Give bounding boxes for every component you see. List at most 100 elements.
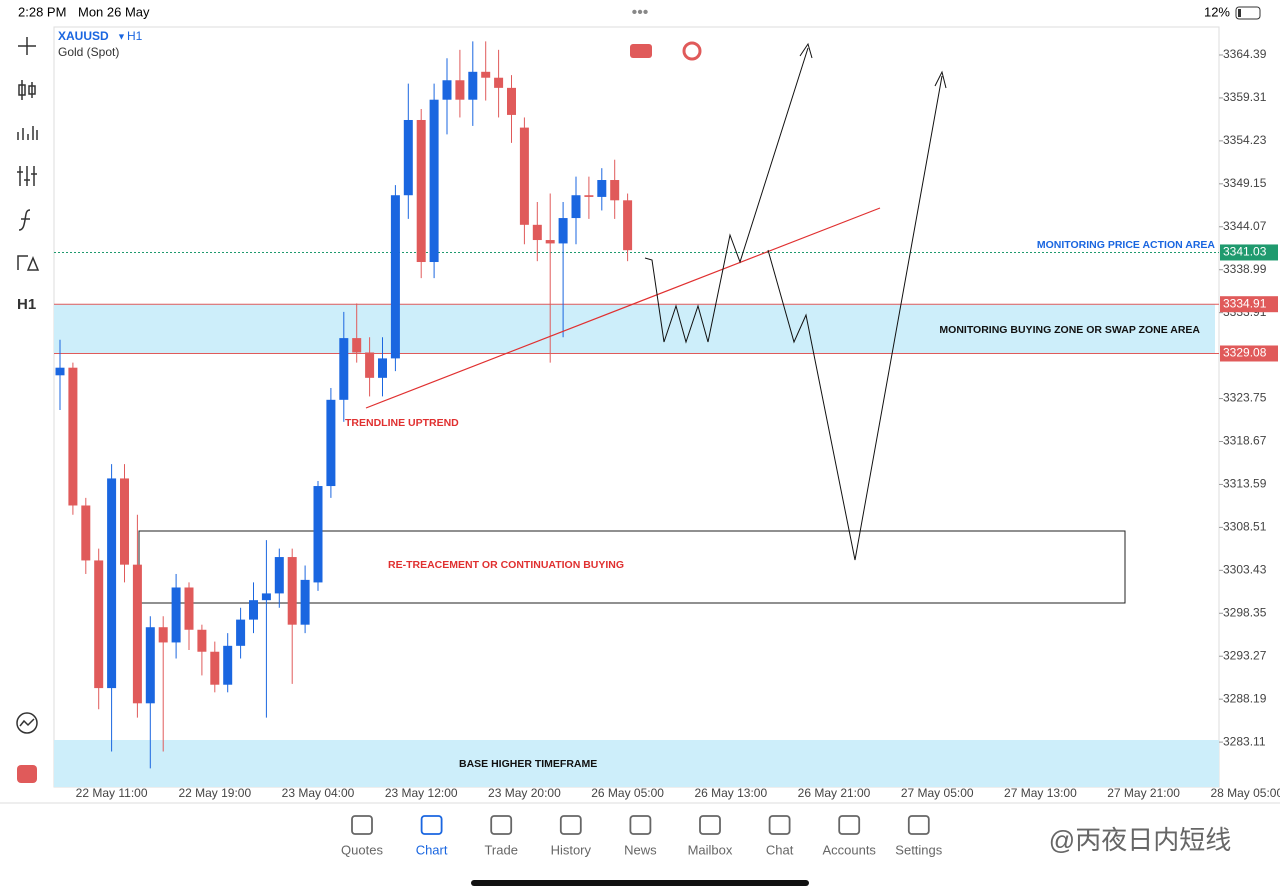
settings-tool[interactable]	[17, 166, 37, 186]
level-label: 3341.03	[1223, 245, 1267, 259]
y-tick-label: 3303.43	[1223, 563, 1267, 577]
level-badge	[1220, 244, 1278, 261]
y-tick-label: 3359.31	[1223, 90, 1267, 104]
candle-body	[236, 619, 246, 646]
candle-body	[416, 119, 426, 263]
candle-body	[171, 587, 181, 643]
y-tick-label: 3298.35	[1223, 605, 1267, 619]
tab-label[interactable]: Chat	[766, 842, 794, 857]
candle-body	[300, 579, 310, 625]
arrowhead-2	[934, 70, 947, 89]
trade-icon[interactable]	[630, 44, 652, 58]
y-tick-label: 3318.67	[1223, 434, 1267, 448]
candles-tool[interactable]	[18, 80, 36, 100]
multitask-dots[interactable]: •••	[632, 4, 649, 21]
watermark: @丙夜日内短线	[1049, 825, 1231, 855]
candle-body	[94, 560, 104, 689]
candle-body	[223, 645, 233, 685]
y-tick-label: 3349.15	[1223, 176, 1267, 190]
tab-icon[interactable]	[351, 815, 373, 835]
y-tick-label: 3308.51	[1223, 520, 1267, 534]
buying-zone	[54, 304, 1215, 354]
x-tick-label: 27 May 05:00	[901, 786, 974, 800]
tab-icon[interactable]	[559, 815, 582, 835]
tab-icon[interactable]	[490, 815, 513, 835]
app-icon[interactable]	[17, 765, 37, 783]
projection-path-2	[767, 75, 943, 561]
tab-icon[interactable]	[838, 815, 861, 835]
base-zone	[54, 740, 1219, 787]
tab-label[interactable]: Settings	[895, 842, 942, 857]
x-tick-label: 22 May 19:00	[178, 786, 251, 800]
candle-body	[623, 200, 633, 251]
candle-body	[442, 80, 452, 100]
y-tick-label: 3354.23	[1223, 133, 1267, 147]
tab-label[interactable]: Quotes	[341, 842, 383, 857]
timeframe-tool[interactable]: H1	[17, 296, 36, 313]
candle-body	[55, 367, 65, 376]
x-tick-label: 23 May 12:00	[385, 786, 458, 800]
candle-body	[313, 486, 323, 583]
candle-body	[429, 99, 439, 263]
battery-text: 12%	[1204, 4, 1230, 19]
candle-body	[390, 195, 400, 359]
candle-body	[455, 80, 465, 100]
y-tick-label: 3338.99	[1223, 262, 1267, 276]
arrowhead-1	[799, 42, 813, 59]
candle-body	[197, 629, 207, 652]
candle-body	[339, 338, 349, 400]
shapes-tool[interactable]	[17, 255, 40, 271]
x-tick-label: 22 May 11:00	[76, 786, 148, 800]
tab-label[interactable]: Accounts	[822, 842, 876, 857]
x-tick-label: 26 May 05:00	[591, 786, 664, 800]
function-tool[interactable]	[18, 209, 31, 231]
tab-label[interactable]: History	[551, 842, 592, 857]
candle-body	[81, 505, 91, 561]
trendline	[365, 207, 881, 409]
candle-body	[584, 195, 594, 197]
candle-body	[519, 127, 529, 225]
annotation: BASE HIGHER TIMEFRAME	[459, 758, 597, 770]
candle-body	[403, 119, 413, 196]
timeframe[interactable]: H1	[127, 29, 143, 43]
candle-body	[274, 557, 284, 594]
tab-label[interactable]: Trade	[484, 842, 517, 857]
dropdown[interactable]: ▼	[117, 31, 126, 41]
tab-label[interactable]: Mailbox	[688, 842, 733, 857]
indicators-tool[interactable]	[17, 126, 38, 140]
home-indicator	[471, 880, 809, 886]
candle-body	[145, 627, 155, 704]
description: Gold (Spot)	[58, 45, 119, 59]
y-tick-label: 3283.11	[1223, 734, 1266, 748]
retracement-box	[138, 530, 1126, 604]
tab-icon[interactable]	[699, 815, 721, 835]
annotation: MONITORING BUYING ZONE OR SWAP ZONE AREA	[939, 324, 1200, 336]
candle-body	[184, 587, 194, 630]
signal-icon[interactable]	[682, 41, 702, 61]
tab-label[interactable]: News	[624, 842, 657, 857]
y-tick-label: 3293.27	[1223, 648, 1267, 662]
analytics-tool[interactable]	[16, 712, 38, 734]
tab-icon[interactable]	[420, 815, 443, 835]
x-tick-label: 26 May 21:00	[798, 786, 871, 800]
candle-body	[494, 77, 504, 88]
candle-body	[158, 627, 168, 643]
annotation: RE-TREACEMENT OR CONTINUATION BUYING	[388, 559, 624, 571]
candle-body	[610, 180, 620, 201]
annotation: MONITORING PRICE ACTION AREA	[1037, 239, 1216, 251]
candle-body	[132, 564, 142, 704]
tab-icon[interactable]	[768, 815, 791, 835]
x-tick-label: 28 May 05:00	[1210, 786, 1280, 800]
symbol[interactable]: XAUUSD	[58, 29, 109, 43]
analytics-line	[19, 718, 35, 727]
crosshair-tool[interactable]	[18, 37, 36, 55]
tab-label[interactable]: Chart	[416, 842, 448, 857]
tab-icon[interactable]	[907, 815, 930, 835]
level-badge	[1220, 296, 1278, 313]
x-tick-label: 27 May 21:00	[1107, 786, 1180, 800]
candle-body	[68, 367, 78, 506]
candle-body	[107, 478, 117, 689]
tab-icon[interactable]	[629, 815, 652, 835]
battery-level	[1238, 9, 1241, 17]
